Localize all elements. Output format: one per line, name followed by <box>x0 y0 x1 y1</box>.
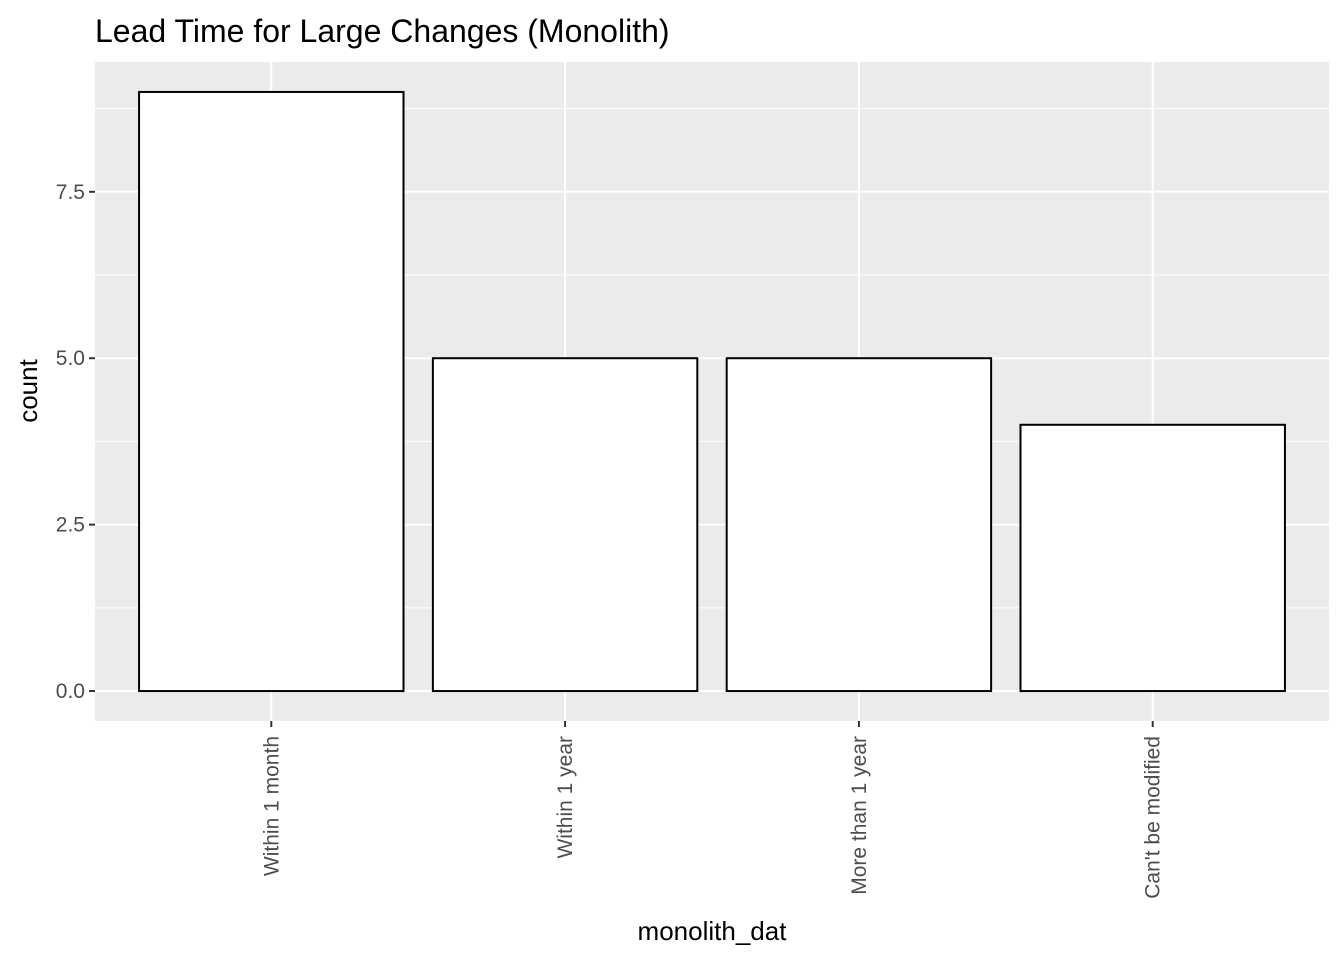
bar <box>725 357 993 693</box>
chart-title: Lead Time for Large Changes (Monolith) <box>95 13 670 49</box>
bar <box>138 90 405 693</box>
x-tick-label: Within 1 month <box>260 736 283 876</box>
x-tick-label: Can't be modified <box>1142 736 1165 899</box>
y-tick-label: 7.5 <box>56 181 85 204</box>
bar <box>431 357 699 693</box>
bars <box>138 90 1286 693</box>
x-tick-label: Within 1 year <box>554 736 577 859</box>
y-axis-title: count <box>13 358 43 422</box>
x-tick-label: More than 1 year <box>848 736 871 895</box>
y-tick-label: 5.0 <box>56 347 85 370</box>
y-tick-label: 0.0 <box>56 680 85 703</box>
y-tick-label: 2.5 <box>56 514 85 537</box>
x-axis: Within 1 month Within 1 year More than 1 y… <box>260 721 1165 899</box>
x-axis-title: monolith_dat <box>638 916 788 946</box>
y-axis: 0.0 2.5 5.0 7.5 <box>56 181 95 703</box>
bar <box>1019 423 1286 693</box>
